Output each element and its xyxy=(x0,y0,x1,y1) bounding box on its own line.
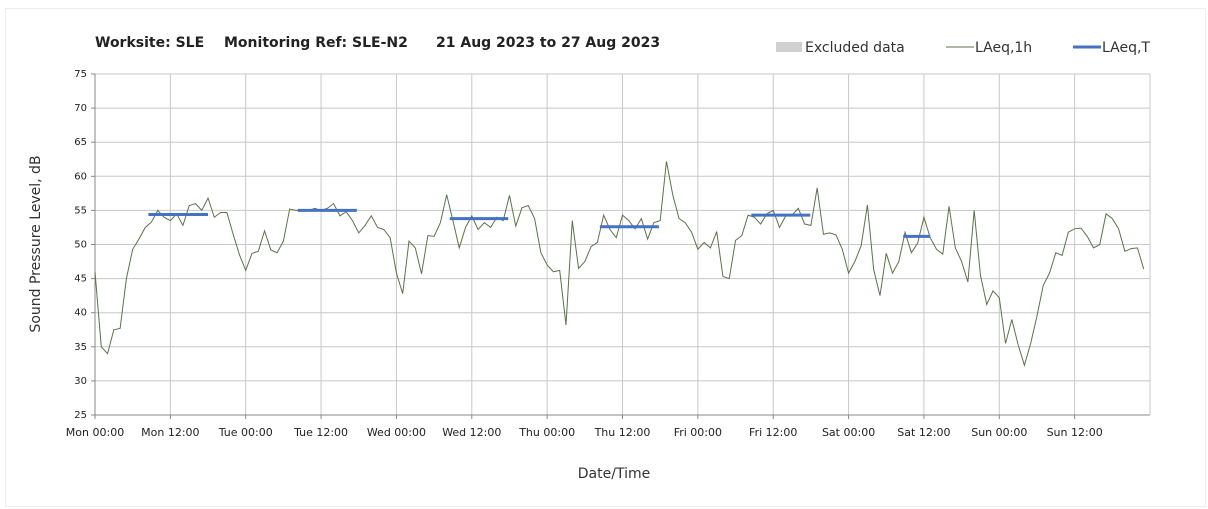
x-tick-label: Mon 12:00 xyxy=(141,426,199,439)
x-tick-label: Wed 12:00 xyxy=(442,426,501,439)
y-tick-label: 70 xyxy=(74,103,87,114)
y-tick-label: 60 xyxy=(74,171,87,182)
x-tick-label: Thu 12:00 xyxy=(594,426,651,439)
x-tick-label: Tue 00:00 xyxy=(218,426,273,439)
x-tick-label: Sun 12:00 xyxy=(1047,426,1103,439)
x-tick-label: Sat 12:00 xyxy=(897,426,950,439)
x-tick-label: Mon 00:00 xyxy=(66,426,124,439)
y-tick-label: 45 xyxy=(74,274,87,285)
x-tick-label: Fri 12:00 xyxy=(749,426,797,439)
legend-swatch xyxy=(776,42,802,52)
frame xyxy=(5,8,1206,507)
chart-title: Worksite: SLE xyxy=(95,35,204,51)
x-axis-label: Date/Time xyxy=(578,466,650,482)
x-tick-label: Wed 00:00 xyxy=(367,426,426,439)
x-tick-label: Tue 12:00 xyxy=(293,426,348,439)
x-tick-label: Fri 00:00 xyxy=(674,426,722,439)
y-tick-label: 40 xyxy=(74,308,87,319)
chart-title: 21 Aug 2023 to 27 Aug 2023 xyxy=(436,35,660,51)
x-tick-label: Sat 00:00 xyxy=(822,426,875,439)
y-tick-label: 25 xyxy=(74,410,87,421)
y-tick-label: 50 xyxy=(74,240,87,251)
x-tick-label: Thu 00:00 xyxy=(518,426,575,439)
y-tick-label: 30 xyxy=(74,376,87,387)
legend-label: Excluded data xyxy=(805,40,905,56)
data-line xyxy=(94,161,1145,367)
legend-label: LAeq,1h xyxy=(975,40,1032,56)
y-axis-label: Sound Pressure Level, dB xyxy=(28,155,44,332)
y-tick-label: 75 xyxy=(74,69,87,80)
y-tick-label: 35 xyxy=(74,342,87,353)
y-tick-label: 55 xyxy=(74,205,87,216)
x-tick-label: Sun 00:00 xyxy=(971,426,1027,439)
legend-label: LAeq,T xyxy=(1102,40,1150,56)
y-tick-label: 65 xyxy=(74,137,87,148)
data-line xyxy=(148,208,931,238)
chart-title: Monitoring Ref: SLE-N2 xyxy=(224,35,408,51)
